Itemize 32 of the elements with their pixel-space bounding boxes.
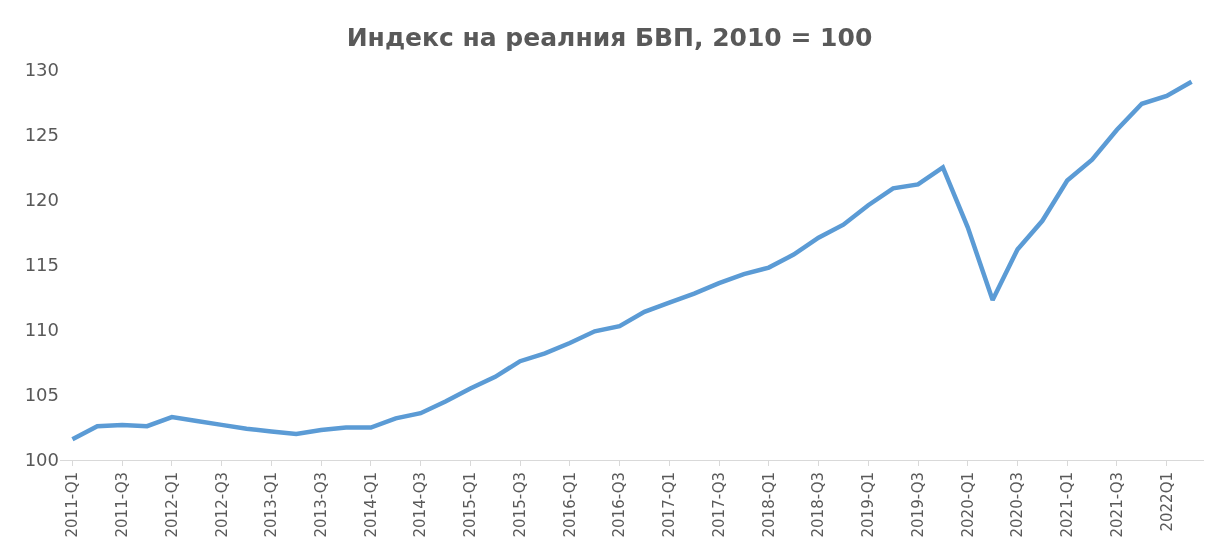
x-tick-label: 2014-Q1 bbox=[361, 472, 380, 538]
x-tick-label: 2013-Q1 bbox=[262, 472, 281, 538]
x-tick-label: 2012-Q3 bbox=[212, 472, 231, 538]
y-tick-label: 105 bbox=[24, 384, 59, 406]
y-tick-label: 120 bbox=[24, 189, 59, 211]
y-tick-label: 110 bbox=[24, 319, 59, 341]
x-tick-label: 2022Q1 bbox=[1157, 472, 1176, 532]
x-tick-label: 2017-Q1 bbox=[660, 472, 679, 538]
x-tick-label: 2020-Q1 bbox=[958, 472, 977, 538]
y-tick-label: 130 bbox=[24, 59, 59, 81]
y-tick-label: 125 bbox=[24, 124, 59, 146]
chart-title: Индекс на реалния БВП, 2010 = 100 bbox=[346, 22, 873, 52]
x-tick-label: 2014-Q3 bbox=[411, 472, 430, 538]
x-tick-label: 2021-Q3 bbox=[1107, 472, 1126, 538]
x-tick-label: 2018-Q3 bbox=[809, 472, 828, 538]
x-tick-label: 2020-Q3 bbox=[1008, 472, 1027, 538]
x-tick-label: 2016-Q1 bbox=[560, 472, 579, 538]
x-tick-label: 2021-Q1 bbox=[1058, 472, 1077, 538]
x-tick-label: 2015-Q1 bbox=[461, 472, 480, 538]
x-tick-label: 2018-Q1 bbox=[759, 472, 778, 538]
x-tick-label: 2012-Q1 bbox=[162, 472, 181, 538]
x-tick-label: 2011-Q3 bbox=[113, 472, 132, 538]
x-tick-label: 2017-Q3 bbox=[709, 472, 728, 538]
x-tick-label: 2016-Q3 bbox=[610, 472, 629, 538]
line-series bbox=[70, 79, 1194, 442]
y-tick-label: 115 bbox=[24, 254, 59, 276]
x-tick-label: 2015-Q3 bbox=[510, 472, 529, 538]
x-tick-label: 2019-Q3 bbox=[908, 472, 927, 538]
x-tick-label: 2019-Q1 bbox=[859, 472, 878, 538]
x-tick-label: 2013-Q3 bbox=[312, 472, 331, 538]
x-tick-label: 2011-Q1 bbox=[63, 472, 82, 538]
y-tick-label: 100 bbox=[24, 449, 59, 471]
